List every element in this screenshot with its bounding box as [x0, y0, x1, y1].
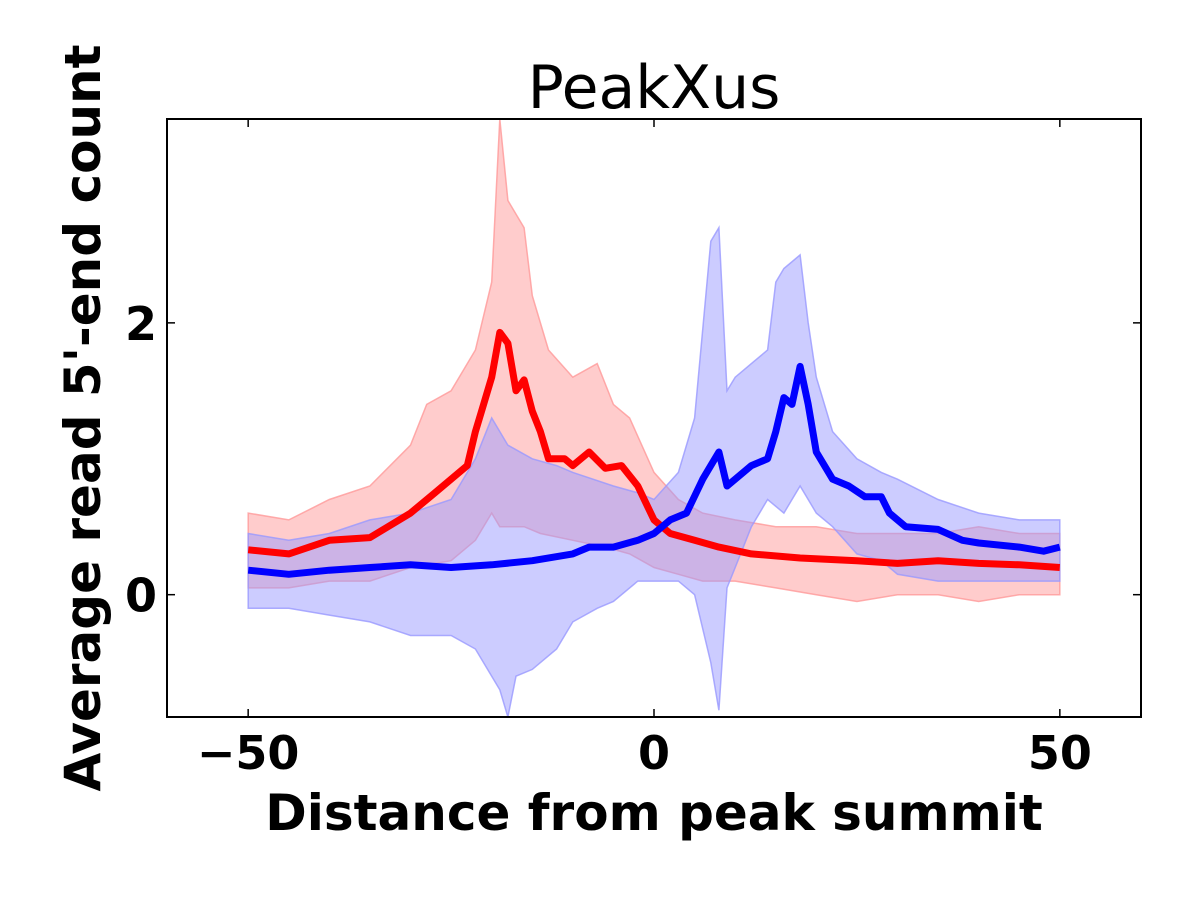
- x-axis-label: Distance from peak summit: [265, 784, 1043, 842]
- y-tick-label: 2: [125, 297, 157, 351]
- x-tick-label: 50: [1028, 726, 1092, 780]
- series-1-band: [247, 225, 1061, 718]
- series-lines: [247, 328, 1061, 578]
- y-axis-ticks: 02: [125, 297, 1141, 623]
- x-tick-label: −50: [197, 726, 300, 780]
- series-1-line: [247, 362, 1061, 578]
- series-0-line: [247, 328, 1061, 571]
- x-axis-ticks: −50 0 50: [197, 119, 1092, 780]
- y-tick-label: 0: [125, 569, 157, 623]
- x-tick-label: 0: [638, 726, 670, 780]
- y-axis-label: Average read 5'-end count: [54, 44, 112, 791]
- chart-title: PeakXus: [528, 53, 781, 123]
